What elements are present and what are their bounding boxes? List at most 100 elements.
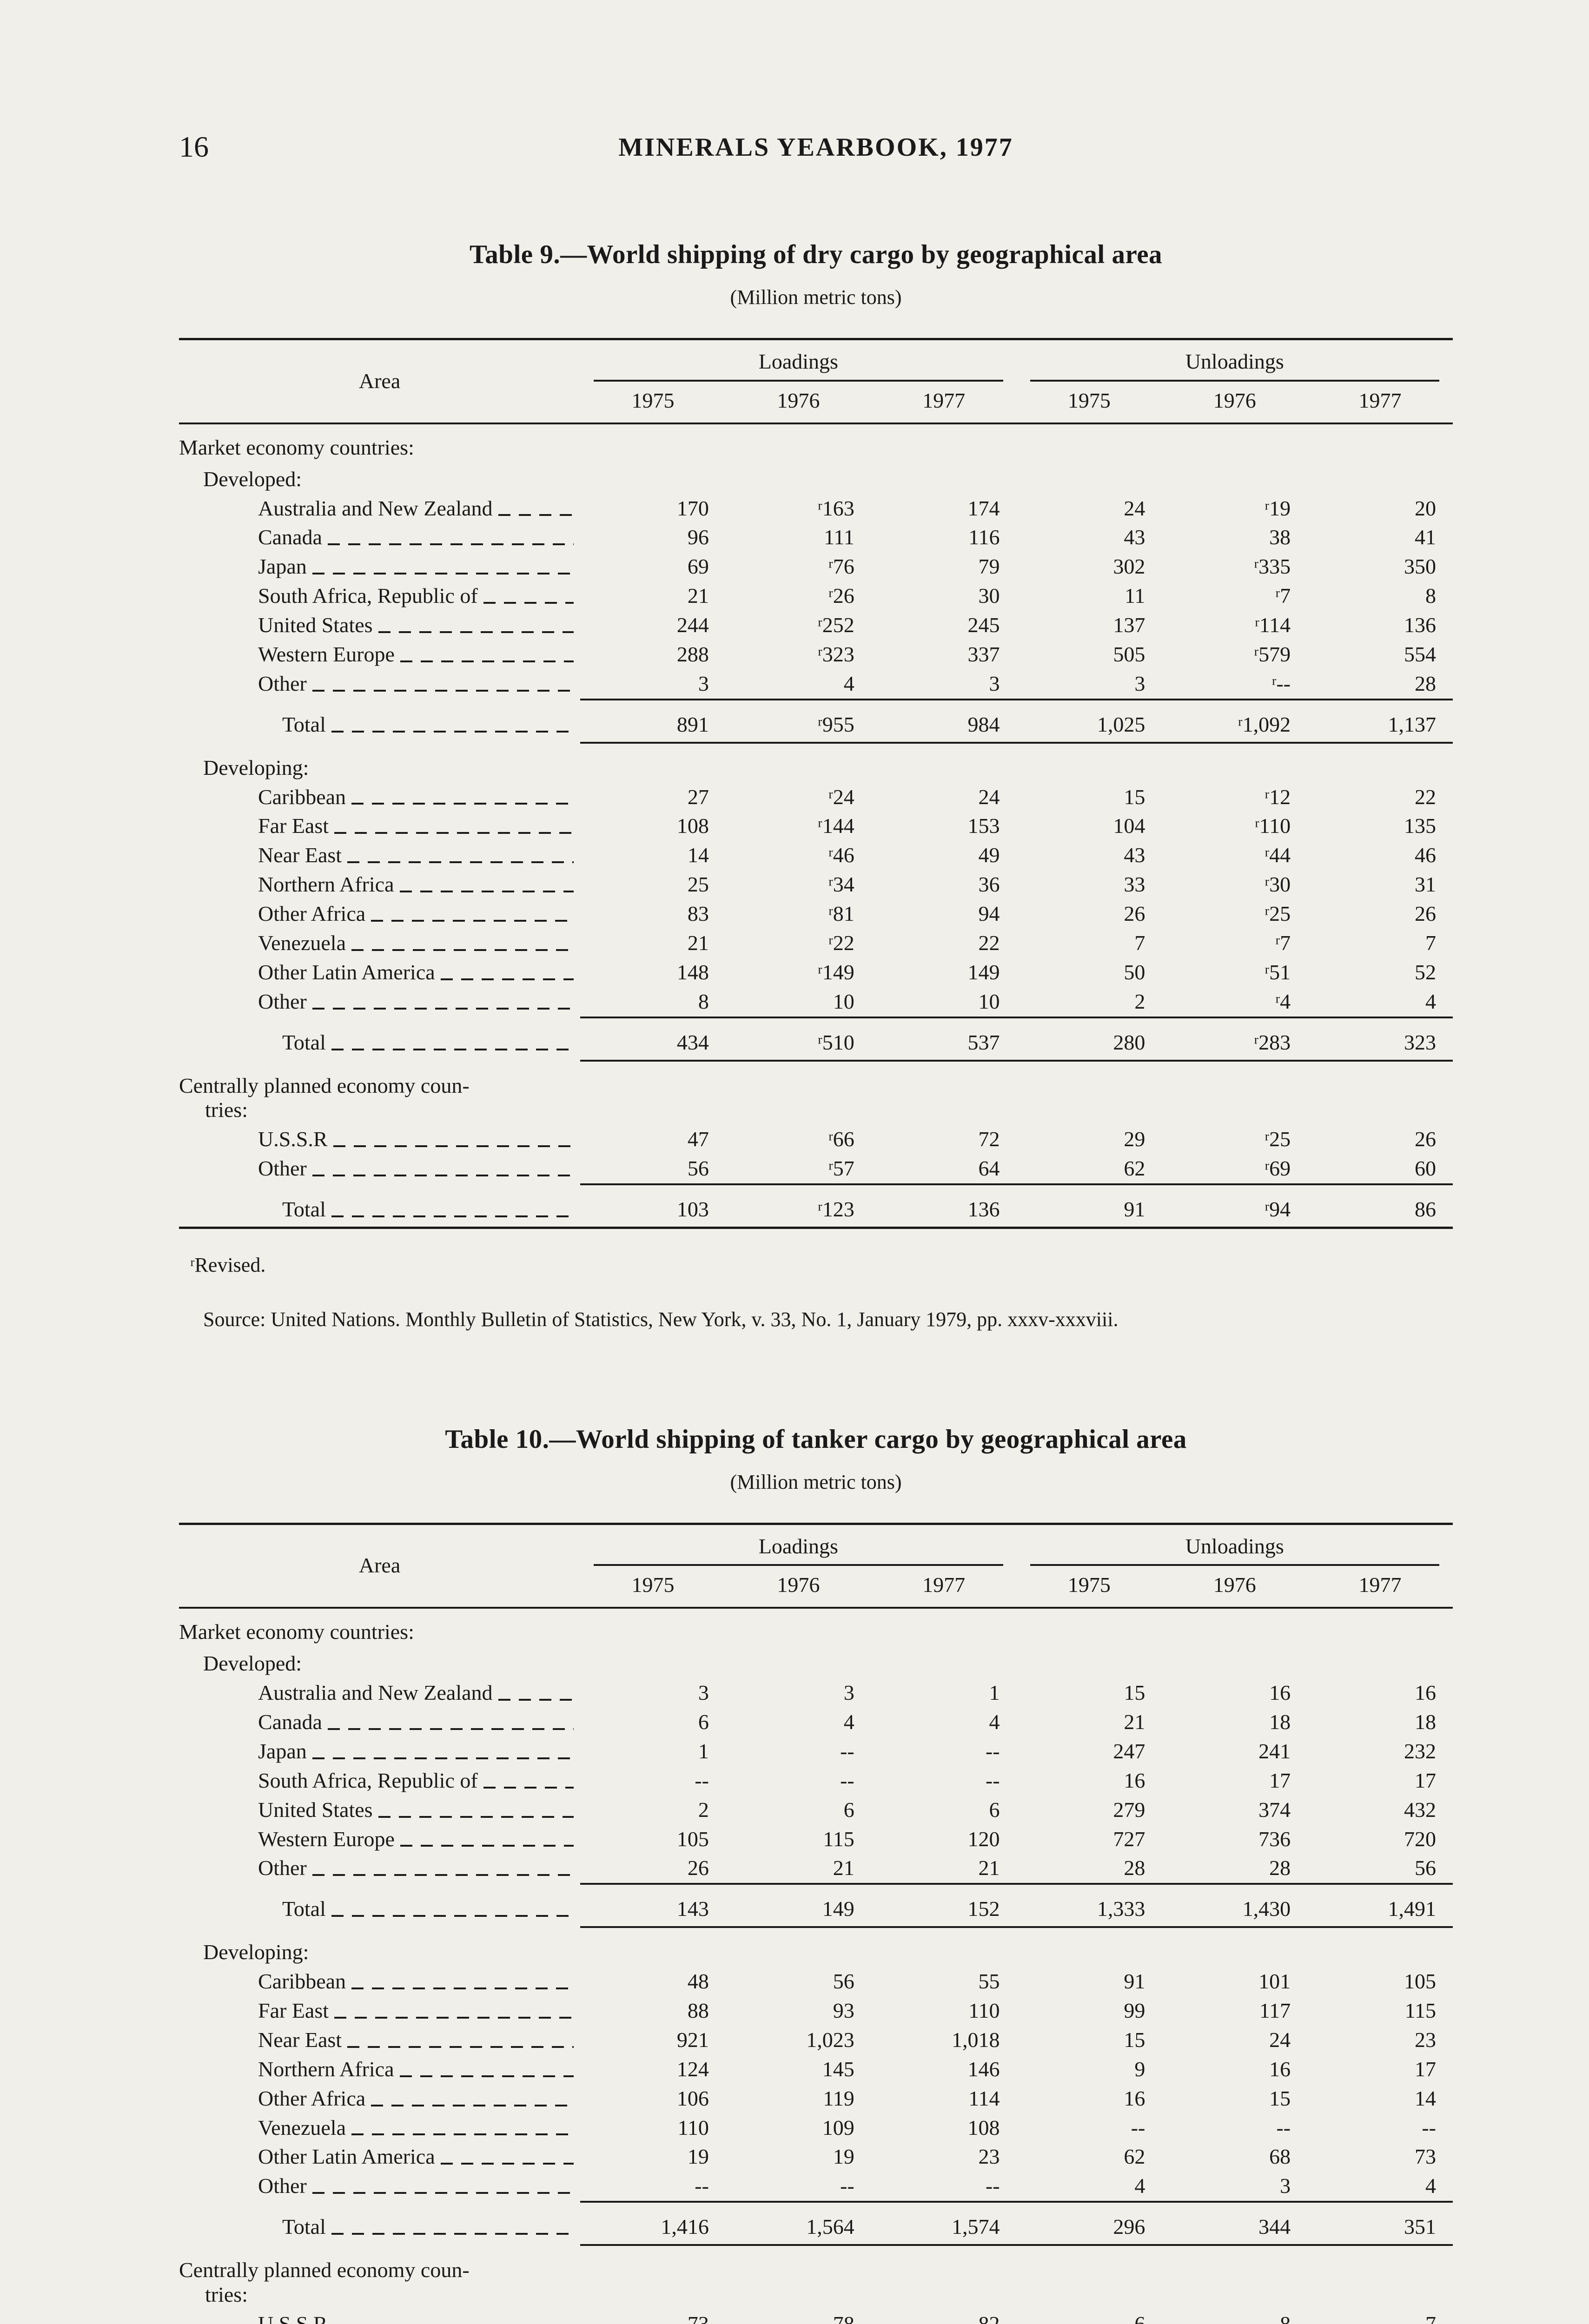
value-cell: 116 (968, 525, 1000, 549)
value-cell: 4 (1425, 989, 1436, 1013)
year-header: 1976 (1162, 382, 1308, 424)
value-cell: 28 (1415, 671, 1436, 695)
value-cell: 21 (833, 1856, 854, 1880)
row-label: Near East (258, 2027, 342, 2052)
value-cell: 69 (687, 555, 709, 579)
row-label: Other (258, 2174, 307, 2198)
row-label: Other (258, 671, 307, 695)
value-cell: 56 (1415, 1856, 1436, 1880)
leader-dashes (312, 1175, 574, 1177)
value-cell: 10 (978, 989, 1000, 1013)
row-label-cell: U.S.S.R (179, 2310, 580, 2324)
value-cell: 15 (1269, 2086, 1291, 2110)
value-cell: 16 (1269, 1681, 1291, 1705)
table-row: Japan 69 ʳ76 79 302 ʳ335 350 (179, 552, 1453, 581)
value-cell: 96 (687, 525, 709, 549)
value-cell: 56 (833, 1969, 854, 1994)
value-cell: -- (840, 1739, 854, 1763)
table-row: Other 56 ʳ57 64 62 ʳ69 60 (179, 1154, 1453, 1184)
value-cell: 1,430 (1242, 1897, 1291, 1921)
leader-dashes (440, 978, 574, 980)
section-heading-row: Developing: (179, 751, 1453, 783)
year-header: 1977 (1307, 382, 1453, 424)
value-cell: 106 (676, 2086, 709, 2110)
value-cell: 78 (833, 2311, 854, 2324)
value-cell: 19 (833, 2145, 854, 2169)
row-label: Northern Africa (258, 2057, 394, 2081)
year-header: 1976 (725, 1566, 871, 1609)
table-row: Other Latin America 148 ʳ149 149 50 ʳ51 52 (179, 958, 1453, 987)
rule-line-cell (580, 2201, 1453, 2211)
table-row: Other Latin America 19 19 23 62 68 73 (179, 2142, 1453, 2172)
value-cell: 18 (1269, 1710, 1291, 1734)
value-cell: 337 (967, 642, 1000, 667)
value-cell: ʳ19 (1265, 496, 1291, 520)
table-row: Venezuela 21 ʳ22 22 7 ʳ7 7 (179, 929, 1453, 958)
value-cell: ʳ163 (817, 496, 854, 520)
value-cell: -- (1131, 2115, 1145, 2139)
value-cell: 105 (676, 1827, 709, 1851)
leader-dashes (400, 660, 574, 662)
value-cell: 108 (676, 814, 709, 838)
row-label-line: Other (179, 990, 580, 1014)
value-cell: 245 (967, 613, 1000, 637)
value-cell: ʳ26 (828, 584, 854, 608)
value-cell: 3 (698, 671, 709, 695)
row-label: Western Europe (258, 1827, 395, 1851)
value-cell: 146 (967, 2057, 1000, 2081)
value-cell: 30 (978, 584, 1000, 608)
page-content: 16 MINERALS YEARBOOK, 1977 Table 9.—Worl… (179, 0, 1453, 2324)
table-row: Other 26 21 21 28 28 56 (179, 1854, 1453, 1884)
value-cell: 296 (1113, 2215, 1145, 2239)
row-label-cell: Northern Africa (179, 870, 580, 899)
value-cell: 7 (1425, 2311, 1436, 2324)
value-cell: 891 (676, 712, 709, 736)
rule-gap-cell (179, 1184, 580, 1193)
leader-dashes (378, 1816, 574, 1818)
row-label-cell: Total (179, 1193, 580, 1228)
value-cell: 4 (843, 671, 854, 695)
table-row: Western Europe 105 115 120 727 736 720 (179, 1825, 1453, 1854)
value-cell: 110 (968, 1999, 1000, 2023)
value-cell: 1,491 (1388, 1897, 1437, 1921)
value-cell: 7 (1425, 931, 1436, 955)
value-cell: 505 (1113, 642, 1145, 667)
leader-dashes (351, 949, 574, 951)
section-heading-row: Developed: (179, 462, 1453, 494)
row-label: U.S.S.R (258, 1127, 328, 1151)
value-cell: 31 (1415, 872, 1436, 897)
value-cell: 1 (989, 1681, 1000, 1705)
value-cell: 124 (676, 2057, 709, 2081)
table-row: South Africa, Republic of -- -- -- 16 17 17 (179, 1766, 1453, 1796)
year-header: 1975 (580, 382, 726, 424)
value-cell: 1,137 (1388, 712, 1437, 736)
value-cell: 4 (843, 1710, 854, 1734)
value-cell: 4 (1425, 2174, 1436, 2198)
value-cell: 26 (1415, 902, 1436, 926)
value-cell: 1,574 (952, 2215, 1000, 2239)
rule-line-cell (580, 1016, 1453, 1026)
row-label: Other (258, 1156, 307, 1181)
value-cell: 110 (677, 2115, 709, 2139)
table-9-block: Table 9.—World shipping of dry cargo by … (179, 239, 1453, 1331)
row-label-line: Other Latin America (179, 2145, 580, 2169)
section-heading: Developing: (203, 755, 309, 779)
row-label: Other (258, 1856, 307, 1880)
value-cell: ʳ252 (817, 613, 854, 637)
value-cell: 1,416 (661, 2215, 709, 2239)
value-cell: 43 (1124, 525, 1145, 549)
value-cell: ʳ110 (1254, 814, 1291, 838)
value-cell: 117 (1259, 1999, 1291, 2023)
value-cell: 136 (1404, 613, 1436, 637)
total-rule-row (179, 1883, 1453, 1893)
row-label-line: Other Latin America (179, 960, 580, 985)
leader-dashes (327, 1728, 574, 1730)
leader-dashes (498, 1699, 574, 1701)
value-cell: 537 (967, 1030, 1000, 1054)
value-cell: 105 (1404, 1969, 1436, 1994)
value-cell: 52 (1415, 960, 1436, 984)
value-cell: 101 (1258, 1969, 1291, 1994)
table-row: United States 244 ʳ252 245 137 ʳ114 136 (179, 611, 1453, 640)
rule-gap-cell (179, 2202, 580, 2210)
row-label-line: Other (179, 1856, 580, 1881)
